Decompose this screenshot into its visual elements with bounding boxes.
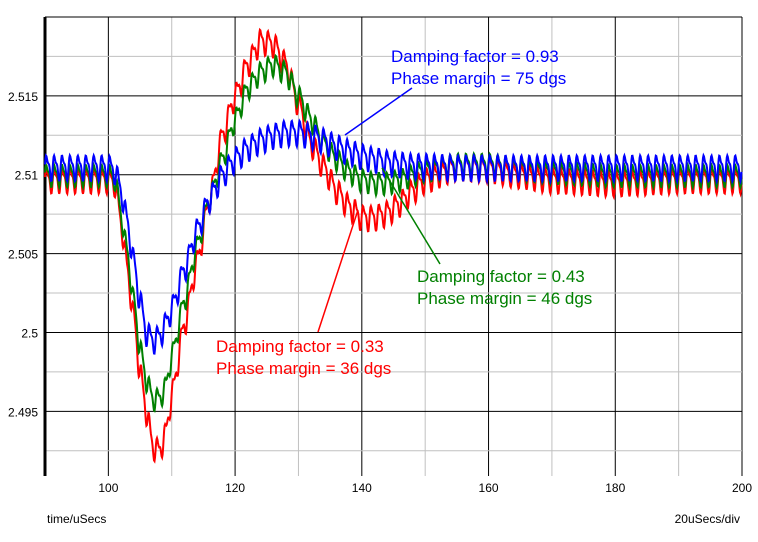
series-line-red: [44, 27, 743, 464]
annotation-green-phase: Phase margin = 46 dgs: [417, 289, 592, 308]
y-tick-label: 2.495: [8, 405, 38, 419]
annotation-arrow-green: [381, 167, 441, 265]
x-tick-label: 180: [605, 481, 625, 495]
annotation-blue-damping: Damping factor = 0.93: [391, 47, 559, 66]
y-tick-label: 2.51: [15, 169, 39, 183]
annotation-blue: Damping factor = 0.93 Phase margin = 75 …: [391, 47, 566, 88]
y-tick-label: 2.5: [21, 326, 38, 340]
annotation-red: Damping factor = 0.33 Phase margin = 36 …: [216, 337, 391, 378]
series-line-green: [44, 53, 743, 413]
annotation-red-damping: Damping factor = 0.33: [216, 337, 384, 356]
series-group: [44, 27, 743, 464]
x-tick-label: 140: [352, 481, 372, 495]
annotation-green-damping: Damping factor = 0.43: [417, 267, 585, 286]
annotation-arrows: [317, 87, 441, 333]
x-tick-label: 120: [225, 481, 245, 495]
annotation-red-phase: Phase margin = 36 dgs: [216, 359, 391, 378]
x-tick-label: 100: [98, 481, 118, 495]
y-tick-label: 2.515: [8, 90, 38, 104]
x-tick-label: 160: [479, 481, 499, 495]
series-line-blue: [44, 118, 743, 355]
y-tick-label: 2.505: [8, 248, 38, 262]
x-tick-label: 200: [732, 481, 752, 495]
scale-label: 20uSecs/div: [675, 512, 740, 526]
annotation-arrow-blue: [344, 87, 413, 136]
annotation-blue-phase: Phase margin = 75 dgs: [391, 69, 566, 88]
x-axis-label: time/uSecs: [47, 512, 106, 526]
annotation-green: Damping factor = 0.43 Phase margin = 46 …: [417, 267, 592, 308]
tick-labels: 100 120 140 160 180 200 2.495 2.5 2.505 2.51 2.515: [8, 90, 752, 495]
annotation-arrow-red: [317, 209, 359, 333]
